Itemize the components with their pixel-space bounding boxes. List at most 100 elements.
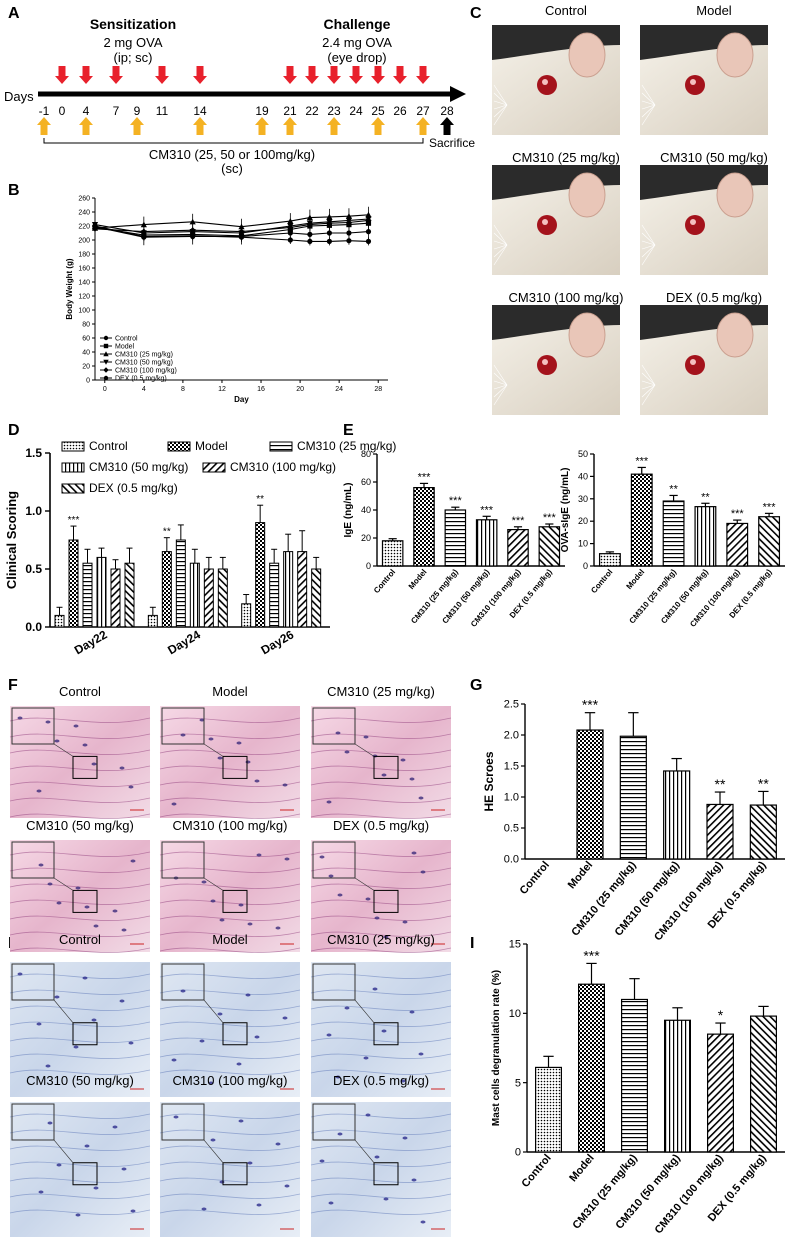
y-tick-label: 20	[578, 516, 588, 526]
x-tick-label: 28	[374, 386, 382, 393]
bar	[413, 487, 435, 567]
legend-label: CM310 (50 mg/kg)	[89, 460, 188, 474]
legend-swatch	[202, 462, 226, 473]
bar	[255, 522, 266, 628]
yellow-arrow-icon	[371, 117, 385, 135]
day-tick-label: -1	[39, 104, 50, 118]
legend-label: CM310 (100 mg/kg)	[230, 460, 336, 474]
significance-label: *	[718, 1007, 724, 1023]
red-arrow-icon	[371, 66, 385, 84]
bar	[577, 983, 605, 1153]
toluidine-micrograph-panel: Control Model CM310 (25 mg/kg) CM310 (50 mg…	[9, 932, 452, 1237]
y-tick-label: 260	[78, 196, 90, 203]
micrograph-label: CM310 (50 mg/kg)	[26, 818, 134, 833]
day-tick-label: 4	[83, 104, 90, 118]
bar	[444, 509, 467, 567]
significance-label: ***	[731, 508, 745, 520]
bar	[68, 539, 79, 628]
y-axis-label: Clinical Scoring	[4, 491, 19, 589]
photo-label: CM310 (50 mg/kg)	[660, 150, 768, 165]
sensitization-route: (ip; sc)	[114, 50, 153, 65]
day-tick-label: 23	[327, 104, 341, 118]
legend-label: Control	[115, 336, 138, 343]
y-tick-label: 0.0	[504, 854, 519, 866]
panel-letter-b: B	[8, 182, 20, 199]
day-tick-label: 28	[440, 104, 454, 118]
significance-label: **	[669, 483, 678, 495]
y-tick-label: 120	[78, 294, 90, 301]
red-arrow-icon	[155, 66, 169, 84]
significance-label: **	[715, 776, 726, 792]
rat-photo	[640, 305, 768, 415]
rat-photo-panel: Control Model CM310 (25 mg/kg) CM310 (50 mg…	[492, 3, 768, 415]
micrograph	[9, 840, 151, 953]
y-tick-label: 80	[82, 322, 90, 329]
red-arrow-icon	[349, 66, 363, 84]
x-tick-label: 12	[218, 386, 226, 393]
legend-swatch	[167, 441, 191, 452]
bar	[82, 562, 93, 628]
legend-label: Model	[195, 439, 228, 453]
treatment-route: (sc)	[221, 161, 243, 176]
y-tick-label: 20	[361, 533, 371, 543]
yellow-arrow-icon	[37, 117, 51, 135]
photo-label: CM310 (100 mg/kg)	[509, 290, 624, 305]
y-tick-label: 1.5	[504, 761, 519, 773]
x-tick-label: 0	[103, 386, 107, 393]
legend-label: Control	[89, 439, 128, 453]
panel-letter-g: G	[470, 677, 482, 694]
mast-cell-chart: 0 5 10 15 Mast cells degranulation rate (%) C…	[491, 939, 785, 1236]
bar	[598, 553, 621, 567]
red-arrow-icon	[393, 66, 407, 84]
y-tick-label: 200	[78, 238, 90, 245]
micrograph-label: Model	[212, 684, 248, 699]
legend-marker	[103, 343, 109, 349]
micrograph	[310, 840, 452, 953]
micrograph-label: Control	[59, 684, 101, 699]
data-point	[287, 218, 294, 224]
he-micrograph-panel: Control Model CM310 (25 mg/kg) CM310 (50 mg…	[9, 684, 452, 953]
micrograph	[9, 1102, 151, 1237]
micrograph	[159, 706, 301, 819]
x-tick-label: 20	[296, 386, 304, 393]
bar	[663, 1019, 691, 1153]
bar	[507, 528, 529, 567]
micrograph	[310, 962, 452, 1097]
challenge-dose: 2.4 mg OVA	[322, 35, 392, 50]
data-point	[190, 233, 196, 240]
yellow-arrow-icon	[416, 117, 430, 135]
bar	[706, 1033, 734, 1153]
y-tick-label: 1.0	[504, 792, 519, 804]
bar	[269, 562, 280, 628]
data-point	[306, 221, 313, 228]
category-label: Control	[589, 568, 614, 596]
significance-label: ***	[68, 515, 80, 526]
panel-letter-c: C	[470, 5, 482, 22]
treatment-label: CM310 (25, 50 or 100mg/kg)	[149, 147, 315, 162]
bar	[662, 500, 685, 567]
day-tick-label: 21	[283, 104, 297, 118]
yellow-arrow-icon	[130, 117, 144, 135]
y-tick-label: 30	[578, 494, 588, 504]
y-axis-label: IgE (ng/mL)	[343, 483, 354, 538]
yellow-arrow-icon	[327, 117, 341, 135]
y-tick-label: 20	[82, 364, 90, 371]
significance-label: ***	[418, 471, 432, 483]
data-point	[92, 224, 98, 230]
bar	[726, 522, 749, 567]
bar	[203, 568, 214, 628]
category-label: Model	[567, 1152, 597, 1184]
micrograph-label: CM310 (25 mg/kg)	[327, 684, 435, 699]
y-tick-label: 10	[578, 539, 588, 549]
data-point	[307, 231, 313, 237]
day-tick-label: 22	[305, 104, 319, 118]
category-label: Model	[407, 568, 429, 591]
panel-letter-a: A	[8, 5, 20, 22]
data-point	[140, 221, 147, 228]
data-point	[365, 238, 372, 244]
y-tick-label: 0	[583, 561, 588, 571]
legend-marker	[103, 367, 109, 373]
y-tick-label: 60	[82, 336, 90, 343]
category-label: Control	[518, 859, 552, 897]
days-label: Days	[4, 89, 34, 104]
